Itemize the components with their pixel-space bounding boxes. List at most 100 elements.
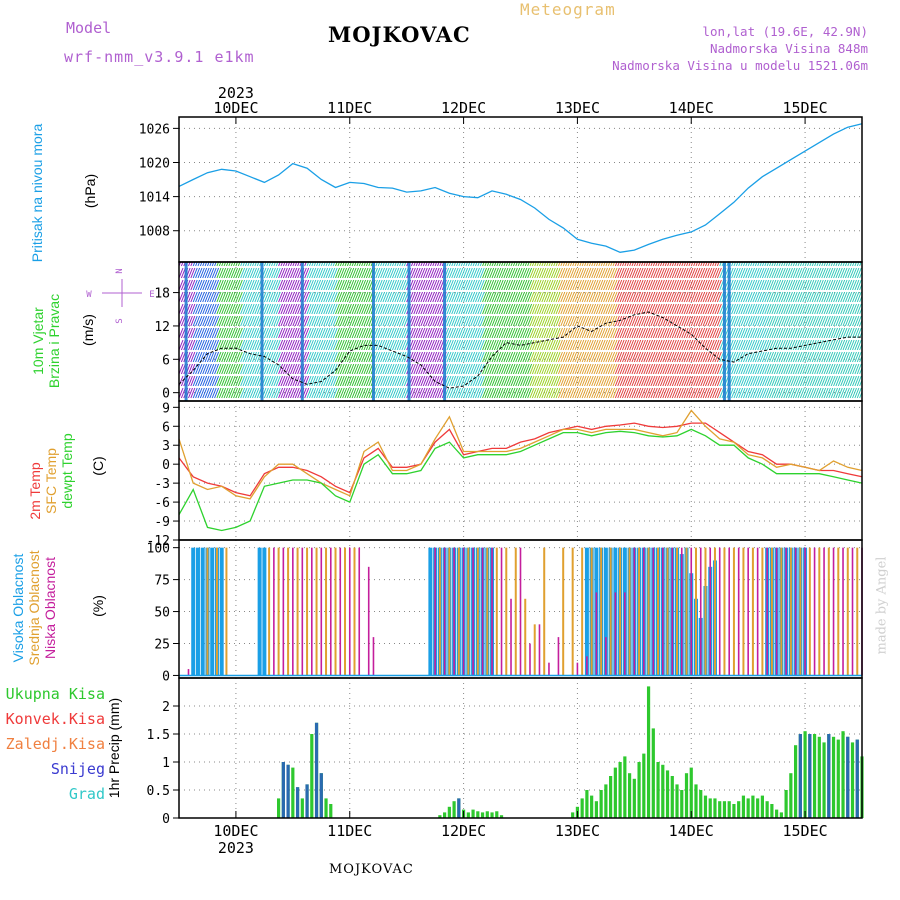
wind-barb: [555, 262, 559, 267]
wind-barb: [467, 315, 473, 327]
wind-barb: [633, 267, 639, 279]
wind-barb: [382, 262, 386, 267]
wind-barb: [614, 387, 620, 399]
wind-barb: [683, 267, 689, 279]
wind-barb: [574, 279, 580, 291]
wind-barb: [266, 339, 272, 351]
wind-barb: [339, 375, 345, 387]
wind-barb: [199, 339, 205, 351]
wind-barb: [823, 291, 829, 303]
wind-barb: [446, 291, 452, 303]
wind-barb: [202, 363, 208, 375]
wind-barb: [273, 375, 279, 387]
wind-barb: [847, 375, 853, 387]
wind-barb: [335, 351, 340, 363]
wind-barb: [354, 339, 359, 351]
wind-barb: [636, 387, 642, 399]
wind-barb: [311, 339, 317, 351]
wind-barb: [821, 262, 824, 267]
wind-barb: [821, 267, 827, 279]
wind-barb: [814, 387, 820, 399]
wind-barb: [605, 315, 611, 327]
wind-barb: [399, 291, 405, 303]
wind-barb: [536, 327, 542, 339]
wind-barb: [702, 363, 708, 375]
wind-barb: [342, 303, 348, 315]
temp-dewpt-line: [178, 428, 863, 532]
wind-barb: [422, 375, 428, 387]
wind-barb: [581, 291, 587, 303]
wind-barb: [515, 262, 518, 267]
wind-barb: [788, 262, 791, 267]
wind-barb: [486, 387, 492, 399]
wind-barb: [546, 327, 552, 339]
wind-barb: [332, 291, 338, 303]
wind-barb: [282, 279, 288, 291]
wind-barb: [254, 303, 260, 315]
wind-barb: [252, 267, 257, 279]
wind-barb: [190, 315, 196, 327]
ytick-label: 50: [154, 606, 170, 621]
wind-barb: [318, 375, 324, 387]
wind-barb: [344, 267, 350, 279]
wind-barb: [228, 363, 234, 375]
wind-barb: [607, 315, 613, 327]
wind-barb: [531, 303, 537, 315]
wind-barb: [778, 351, 784, 363]
wind-barb: [591, 327, 597, 339]
wind-barb: [493, 363, 499, 375]
wind-barb: [693, 262, 696, 267]
wind-barb: [482, 267, 488, 279]
wind-barb: [714, 262, 718, 267]
wind-barb: [690, 262, 694, 267]
wind-barb: [354, 351, 359, 363]
wind-barb: [700, 375, 706, 387]
wind-barb: [237, 267, 243, 279]
wind-barb: [406, 262, 409, 267]
wind-barb: [636, 291, 642, 303]
wind-barb: [541, 291, 547, 303]
wind-barb: [446, 262, 450, 267]
wind-barb: [354, 387, 359, 399]
wind-barb: [657, 291, 663, 303]
wind-barb: [555, 291, 561, 303]
wind-barb: [624, 387, 630, 399]
wind-barb: [306, 363, 312, 375]
wind-barb: [847, 315, 853, 327]
wind-barb: [811, 363, 817, 375]
wind-barb: [199, 279, 205, 291]
wind-barb: [413, 315, 419, 327]
cloud-high-title: Visoka Oblacnost: [10, 553, 26, 663]
wind-barb: [249, 303, 255, 315]
cloud-mid-bar: [215, 547, 218, 676]
wind-barb: [562, 267, 568, 279]
wind-barb: [503, 375, 509, 387]
wind-barb: [479, 351, 485, 363]
wind-barb: [320, 339, 326, 351]
wind-barb: [607, 387, 613, 399]
wind-barb: [761, 303, 767, 315]
wind-barb: [816, 327, 822, 339]
wind-speed-line: [178, 311, 862, 389]
wind-barb: [365, 327, 371, 339]
wind-barb: [761, 351, 767, 363]
wind-barb: [316, 262, 319, 267]
wind-barb: [266, 291, 272, 303]
wind-barb: [747, 387, 753, 399]
wind-barb: [576, 291, 582, 303]
wind-barb: [707, 339, 713, 351]
wind-barb: [598, 262, 601, 267]
wind-barb: [652, 387, 658, 399]
wind-barb: [498, 291, 504, 303]
wind-barb: [788, 327, 793, 339]
cloud-mid-bar: [353, 547, 356, 676]
wind-barb: [216, 315, 222, 327]
wind-barb: [539, 267, 544, 279]
wind-barb: [695, 291, 701, 303]
wind-barb: [429, 375, 435, 387]
wind-barb: [769, 363, 774, 375]
wind-barb: [605, 267, 611, 279]
wind-barb: [655, 375, 661, 387]
wind-barb: [622, 327, 627, 339]
wind-barb: [536, 375, 542, 387]
